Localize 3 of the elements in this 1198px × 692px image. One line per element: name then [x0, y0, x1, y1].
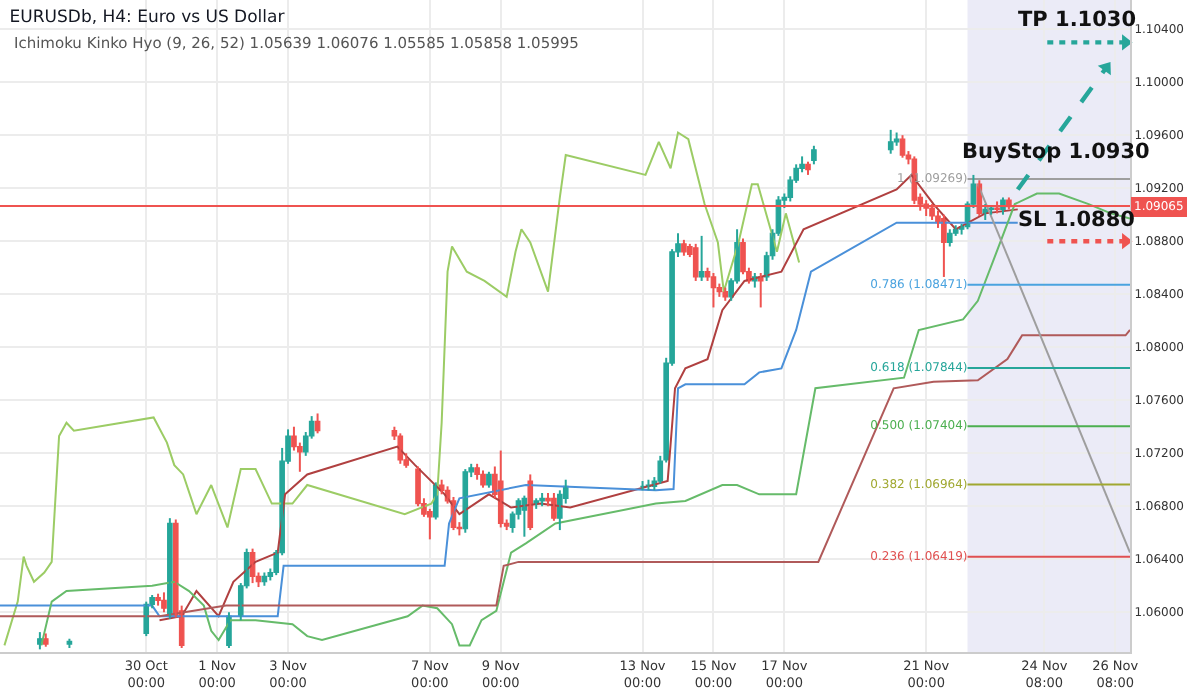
- annotation: SL 1.0880: [1018, 208, 1135, 232]
- text: EURUSDb, H4: Euro vs US Dollar: [9, 8, 286, 29]
- annotation: TP 1.1030: [1018, 8, 1137, 32]
